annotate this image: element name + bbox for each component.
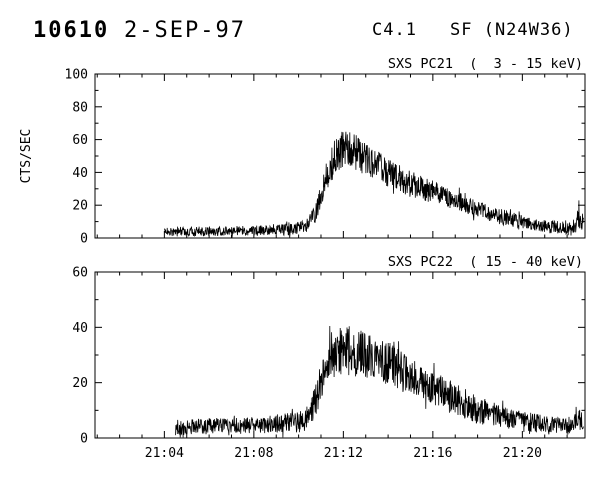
plot-panel-2: 0 20 40 60 21:04 21:08 21:12 21:16 21:20 SXS PC22… <box>72 254 586 461</box>
plot-panel-1: 0 20 40 60 80 100 SXS PC21 ( 3 - 15 keV) CTS/SE… <box>19 56 586 247</box>
goes-class: C4.1 <box>372 20 417 40</box>
plot-title: SXS PC22 ( 15 - 40 keV) <box>388 254 583 270</box>
x-tick-label: 21:12 <box>324 446 363 461</box>
y-tick-label: 0 <box>80 432 88 447</box>
y-axis-label: CTS/SEC <box>19 129 34 184</box>
y-tick-label: 0 <box>80 232 88 247</box>
x-tick-label: 21:04 <box>145 446 184 461</box>
y-tick-label: 60 <box>72 266 88 281</box>
y-tick-label: 40 <box>72 166 88 181</box>
data-series-line <box>164 131 584 238</box>
plot-title: SXS PC21 ( 3 - 15 keV) <box>388 56 583 72</box>
y-tick-label: 60 <box>72 133 88 148</box>
event-date: 2-SEP-97 <box>124 18 246 43</box>
x-tick-label: 21:20 <box>503 446 542 461</box>
y-tick-label: 100 <box>65 68 88 83</box>
y-tick-label: 20 <box>72 376 88 391</box>
x-tick-label: 21:16 <box>413 446 452 461</box>
y-tick-label: 80 <box>72 100 88 115</box>
data-series-line <box>175 325 584 438</box>
x-tick-label: 21:08 <box>234 446 273 461</box>
plot-panels: 0 20 40 60 80 100 SXS PC21 ( 3 - 15 keV) CTS/SE… <box>19 56 586 461</box>
event-number: 10610 <box>33 18 109 43</box>
y-tick-label: 40 <box>72 321 88 336</box>
y-tick-label: 20 <box>72 199 88 214</box>
flare-location: SF (N24W36) <box>450 20 574 40</box>
